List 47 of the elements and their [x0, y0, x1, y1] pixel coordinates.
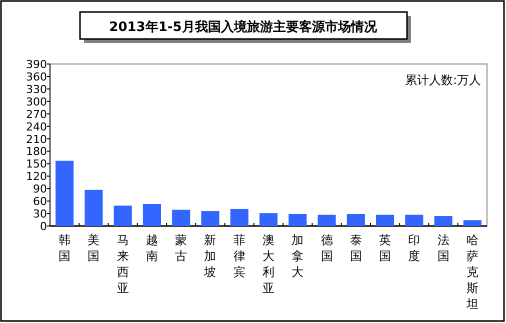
chart-title: 2013年1-5月我国入境旅游主要客源市场情况: [109, 19, 378, 35]
y-tick-label: 120: [26, 170, 47, 184]
x-tick-label: 马来西亚: [116, 233, 129, 295]
bar: [288, 214, 307, 226]
y-tick-label: 240: [26, 120, 47, 134]
y-tick-label: 330: [26, 82, 47, 96]
x-tick-label: 德国: [320, 233, 333, 263]
bar: [405, 214, 424, 226]
bar: [84, 190, 103, 226]
x-tick-label: 英国: [379, 233, 392, 263]
y-tick-label: 270: [26, 108, 47, 121]
y-tick-label: 0: [40, 220, 47, 233]
y-tick-label: 360: [26, 70, 47, 84]
bar: [376, 214, 394, 226]
x-tick-label: 泰国: [350, 233, 362, 263]
y-tick-label: 390: [26, 58, 47, 71]
y-tick-label: 210: [26, 132, 47, 146]
x-tick-label: 印度: [408, 233, 420, 263]
x-tick-label: 蒙古: [175, 233, 188, 263]
bar: [201, 211, 220, 226]
y-tick-label: 150: [26, 158, 47, 171]
x-tick-label: 法国: [437, 233, 450, 263]
y-tick-label: 300: [26, 95, 47, 108]
bar: [172, 210, 190, 226]
bar: [463, 220, 482, 226]
bar: [434, 216, 452, 226]
x-tick-label: 新加坡: [203, 233, 216, 279]
y-tick-label: 90: [33, 182, 47, 196]
bar: [318, 214, 336, 226]
x-tick-label: 越南: [146, 233, 158, 263]
x-tick-label: 哈萨克斯坦: [465, 233, 478, 311]
title: 2013年1-5月我国入境旅游主要客源市场情况: [79, 11, 411, 43]
bar: [230, 208, 248, 226]
x-tick-label: 菲律宾: [233, 233, 246, 279]
annotation: 累计人数:万人: [404, 73, 481, 87]
x-tick-label: 澳大利亚: [262, 233, 274, 295]
y-tick-label: 60: [33, 195, 47, 208]
bar: [142, 204, 161, 226]
y-tick-label: 30: [33, 208, 47, 221]
y-tick-label: 180: [26, 145, 47, 158]
bar: [346, 214, 365, 226]
x-tick-label: 加拿大: [292, 233, 304, 279]
bar: [114, 206, 132, 226]
x-tick-label: 美国: [88, 233, 100, 263]
bar: [56, 160, 74, 226]
x-tick-label: 韩国: [58, 233, 71, 263]
bar: [259, 213, 278, 226]
